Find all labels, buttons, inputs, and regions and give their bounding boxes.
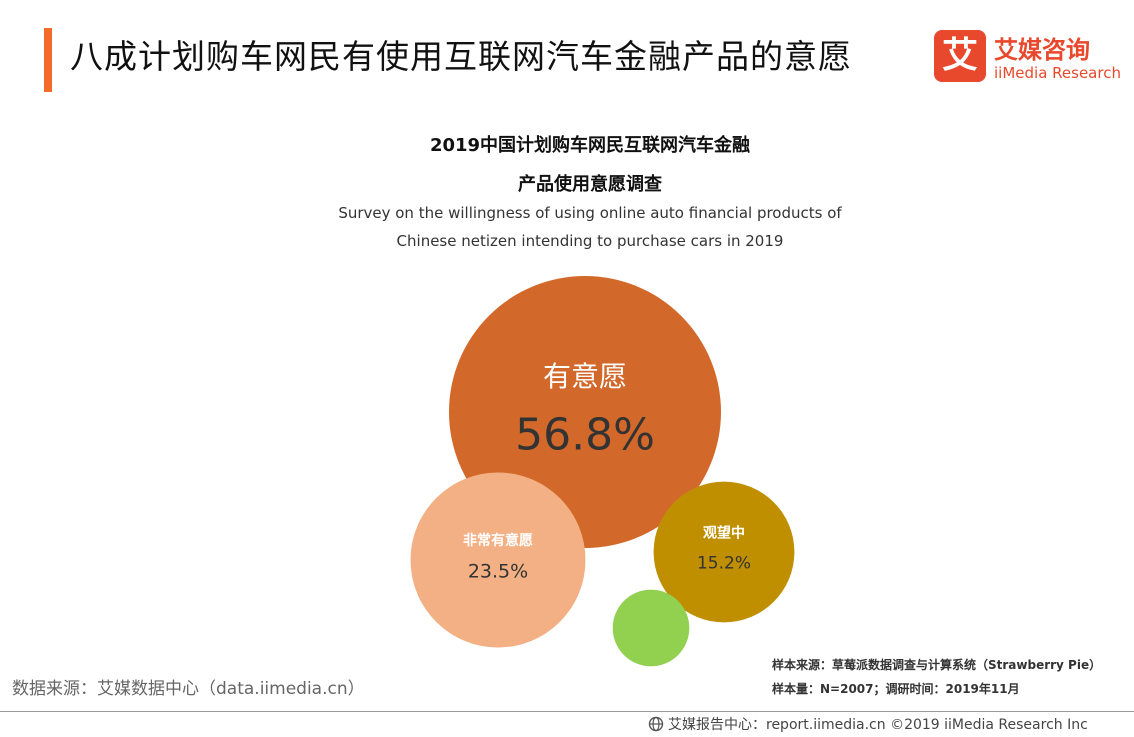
chart-title-line1: 2019中国计划购车网民互联网汽车金融 [429, 135, 751, 156]
brand-logo: 艾 艾媒咨询 iiMedia Research [934, 30, 1124, 86]
bubble-label-1: 非常有意愿 [463, 532, 533, 549]
chart-subtitle-line2: Chinese netizen intending to purchase ca… [396, 232, 784, 250]
title-accent-bar [44, 28, 52, 92]
bubble-value-1: 23.5% [468, 561, 528, 583]
bubble-value-2: 15.2% [697, 553, 751, 573]
bubble-3 [612, 589, 690, 667]
logo-mark-icon: 艾 [934, 30, 986, 82]
bubble-value-0: 56.8% [515, 409, 655, 460]
bubble-label-2: 观望中 [703, 525, 745, 542]
page-title: 八成计划购车网民有使用互联网汽车金融产品的意愿 [70, 37, 852, 76]
chart-title-line2: 产品使用意愿调查 [518, 174, 662, 195]
bubble-2 [653, 481, 795, 623]
footer: 艾媒报告中心：report.iimedia.cn ©2019 iiMedia R… [648, 714, 1088, 734]
sample-source: 样本来源：草莓派数据调查与计算系统（Strawberry Pie） [772, 658, 1102, 672]
bubble-1 [410, 472, 586, 648]
bubble-label-0: 有意愿 [543, 360, 627, 393]
sample-info: 样本量：N=2007；调研时间：2019年11月 [772, 682, 1020, 696]
footer-text: 艾媒报告中心：report.iimedia.cn ©2019 iiMedia R… [668, 717, 1088, 733]
footer-divider [0, 711, 1134, 712]
chart-subtitle-line1: Survey on the willingness of using onlin… [338, 204, 842, 222]
logo-name-cn: 艾媒咨询 [994, 36, 1090, 64]
data-source: 数据来源：艾媒数据中心（data.iimedia.cn） [12, 679, 365, 699]
globe-icon [648, 716, 664, 732]
logo-name-en: iiMedia Research [994, 64, 1121, 82]
